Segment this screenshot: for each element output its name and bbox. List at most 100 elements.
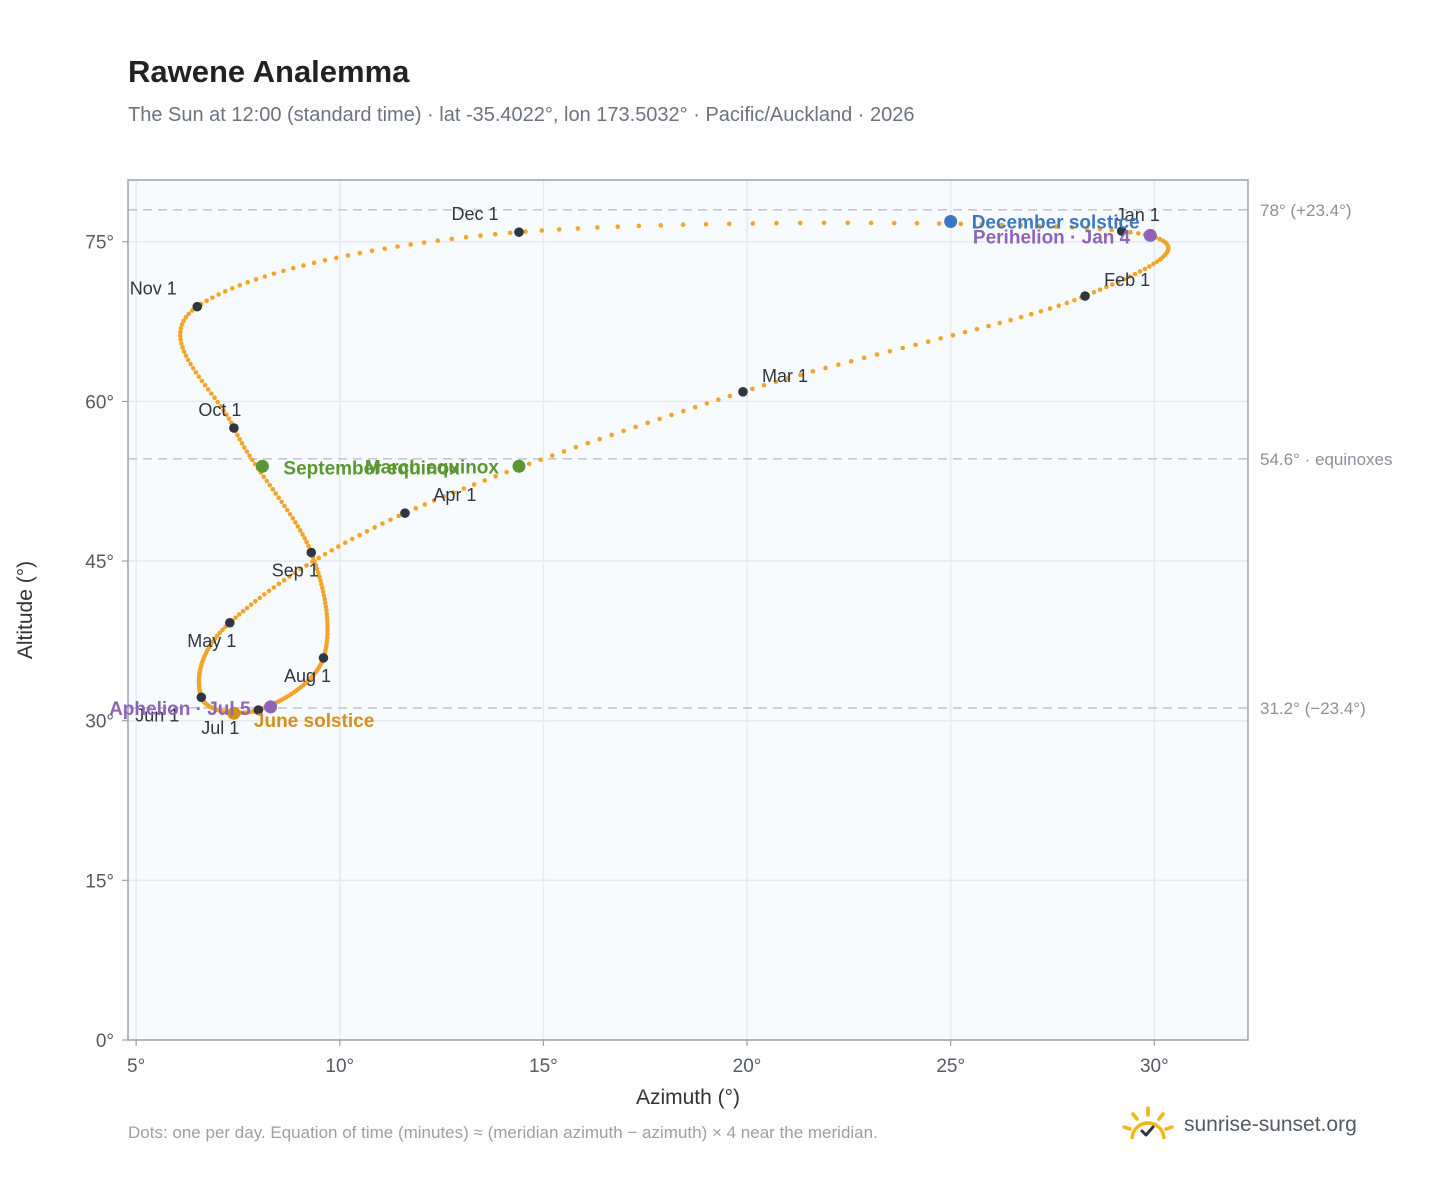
daily-sun-dot — [222, 289, 228, 294]
daily-sun-dot — [1056, 303, 1062, 309]
month-marker-label: Dec 1 — [451, 204, 498, 224]
daily-sun-dot — [726, 221, 732, 227]
daily-sun-dot — [633, 424, 638, 430]
y-tick-label: 30° — [85, 712, 114, 733]
month-marker-dot — [1080, 291, 1090, 301]
daily-sun-dot — [350, 536, 355, 542]
x-tick-label: 5° — [127, 1056, 145, 1077]
daily-sun-dot — [177, 333, 183, 339]
daily-sun-dot — [461, 486, 467, 491]
daily-sun-dot — [237, 283, 243, 288]
chart-subtitle: The Sun at 12:00 (standard time) · lat -… — [128, 104, 915, 126]
event-marker-dot — [512, 459, 526, 473]
daily-sun-dot — [621, 428, 626, 434]
daily-sun-dot — [1072, 297, 1077, 303]
month-marker-dot — [192, 301, 203, 312]
daily-sun-dot — [1028, 311, 1034, 317]
daily-sun-dot — [318, 578, 323, 583]
brand-logo[interactable]: sunrise-sunset.org — [1120, 1100, 1357, 1150]
daily-sun-dot — [986, 323, 991, 329]
event-marker-label: Perihelion · Jan 4 — [973, 227, 1131, 248]
daily-sun-dot — [290, 516, 296, 521]
daily-sun-dot — [212, 395, 217, 401]
daily-sun-dot — [302, 536, 308, 541]
month-marker-dot — [225, 617, 235, 628]
daily-sun-dot — [1116, 279, 1121, 285]
daily-sun-dot — [271, 271, 277, 276]
daily-sun-dot — [178, 329, 183, 335]
daily-sun-dot — [266, 588, 272, 594]
daily-sun-dot — [900, 345, 906, 351]
daily-sun-dot — [287, 574, 292, 579]
daily-sun-dot — [1069, 225, 1075, 230]
daily-sun-dot — [236, 612, 242, 617]
daily-sun-dot — [848, 358, 854, 364]
daily-sun-dot — [1097, 226, 1103, 232]
daily-sun-dot — [230, 286, 235, 291]
daily-sun-dot — [357, 532, 362, 538]
daily-sun-dot — [248, 602, 254, 607]
daily-sun-dot — [298, 566, 303, 572]
y-tick-label: 0° — [96, 1031, 114, 1052]
daily-sun-dot — [997, 320, 1003, 326]
axis-ticks: 5° 10° 15° 20° 25° 30° 0° 15° 30° 45° 60° 75° — [85, 233, 1168, 1077]
daily-sun-dot — [178, 325, 184, 331]
daily-sun-dot — [999, 222, 1005, 228]
daily-sun-dot — [323, 600, 328, 606]
daily-sun-dot — [188, 361, 193, 367]
daily-sun-dot — [609, 432, 614, 438]
daily-sun-dot — [874, 352, 880, 357]
reference-line-label: 78° (+23.4°) — [1260, 201, 1352, 220]
daily-sun-dot — [556, 227, 562, 232]
daily-sun-dot — [575, 226, 581, 231]
month-marker-label: Apr 1 — [433, 485, 476, 505]
daily-sun-dot — [645, 420, 650, 426]
daily-sun-dot — [315, 570, 321, 576]
daily-sun-dot — [914, 220, 920, 226]
daily-sun-dot — [845, 220, 850, 226]
daily-sun-dot — [422, 502, 428, 507]
daily-sun-dot — [395, 244, 400, 249]
month-marker-dot — [1116, 226, 1127, 236]
event-marker-label: Aphelion · Jul 5 — [109, 699, 251, 720]
daily-sun-dot — [186, 311, 192, 317]
daily-sun-dot — [312, 559, 317, 564]
daily-sun-dot — [526, 461, 532, 467]
daily-sun-dot — [388, 517, 393, 523]
daily-sun-dot — [325, 625, 330, 630]
month-marker-label: Aug 1 — [284, 666, 331, 686]
daily-sun-dot — [250, 457, 255, 463]
daily-sun-dot — [298, 528, 303, 533]
daily-sun-dot — [282, 503, 287, 509]
daily-sun-dot — [585, 440, 591, 446]
daily-sun-dot — [1110, 282, 1115, 287]
daily-sun-dot — [271, 585, 277, 590]
daily-sun-dot — [190, 365, 196, 371]
daily-sun-dot — [325, 618, 330, 624]
month-marker-dot — [738, 387, 748, 397]
daily-sun-dot — [680, 222, 686, 228]
daily-sun-dot — [380, 521, 385, 526]
daily-sun-dot — [1136, 231, 1141, 236]
daily-sun-dot — [681, 408, 686, 414]
daily-sun-dot — [304, 563, 309, 568]
event-marker-dot — [255, 459, 269, 473]
month-marker-label: Mar 1 — [762, 366, 808, 386]
daily-sun-dot — [180, 345, 185, 350]
y-tick-label: 75° — [85, 233, 114, 254]
daily-sun-dot — [242, 445, 247, 450]
plot-area — [128, 180, 1248, 1040]
daily-sun-dot — [235, 432, 240, 438]
daily-sun-dot — [950, 332, 956, 338]
month-marker-dot — [253, 705, 264, 715]
month-marker-dot — [196, 692, 207, 703]
daily-sun-dot — [703, 221, 709, 227]
daily-sun-dot — [304, 539, 310, 545]
reference-line-label: 31.2° (−23.4°) — [1260, 699, 1366, 718]
event-marker-dot — [944, 215, 958, 229]
daily-sun-dot — [321, 593, 327, 598]
daily-sun-dot — [925, 339, 931, 344]
daily-sun-dot — [478, 233, 483, 239]
daily-sun-dot — [334, 255, 339, 261]
daily-sun-dot — [482, 478, 488, 483]
